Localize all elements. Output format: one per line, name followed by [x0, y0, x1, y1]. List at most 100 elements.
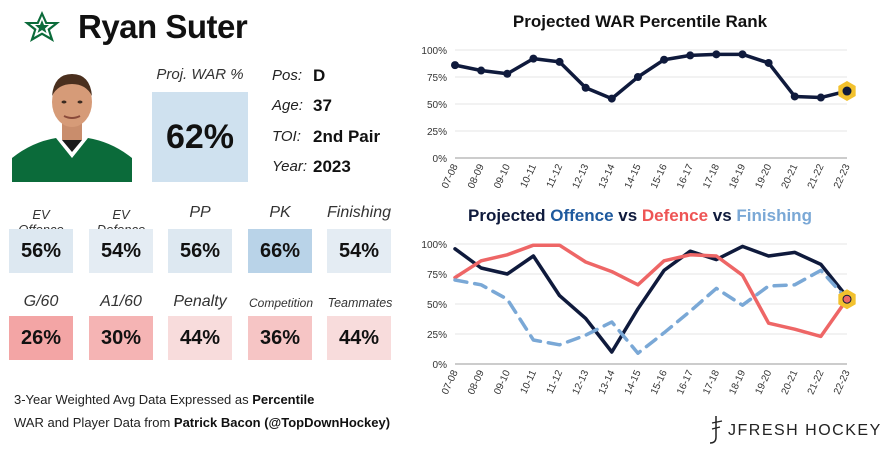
- data-point: [607, 94, 616, 103]
- x-tick-label: 16-17: [675, 162, 696, 190]
- data-point: [451, 61, 459, 70]
- toi-value: 2nd Pair: [313, 127, 381, 146]
- footer-line-1: 3-Year Weighted Avg Data Expressed as Pe…: [14, 392, 314, 407]
- highlight-point: [842, 86, 852, 96]
- year-label: Year:: [272, 158, 308, 175]
- y-tick-label: 100%: [421, 46, 447, 57]
- chart2-title-part: Defence: [641, 206, 709, 225]
- x-tick-label: 22-23: [832, 368, 853, 396]
- x-tick-label: 19-20: [754, 162, 775, 190]
- team-logo: [20, 10, 64, 49]
- x-tick-label: 17-18: [701, 162, 722, 190]
- highlight-point: [843, 295, 851, 303]
- stat-label: G/60: [23, 293, 59, 310]
- x-tick-label: 16-17: [675, 368, 696, 396]
- y-tick-label: 0%: [433, 154, 448, 165]
- x-tick-label: 15-16: [649, 162, 670, 190]
- series-line-war: [453, 52, 849, 101]
- series-line-defence: [453, 243, 849, 339]
- x-tick-label: 19-20: [754, 368, 775, 396]
- x-tick-label: 11-12: [545, 162, 566, 190]
- data-point: [790, 92, 799, 101]
- x-tick-label: 13-14: [597, 162, 618, 190]
- stat-box: 44%: [327, 316, 391, 360]
- stat-label: Penalty: [173, 293, 227, 310]
- offence-defence-finishing-chart: 0% 25% 50% 75% 100% 07-08 08-09 09-10 10-11 11-12…: [421, 240, 856, 396]
- stat-box: 56%: [9, 229, 73, 273]
- stat-label: PK: [269, 204, 291, 221]
- x-tick-label: 07-08: [440, 368, 461, 396]
- proj-war-label: Proj. WAR %: [156, 66, 244, 83]
- data-point: [660, 55, 669, 64]
- data-point: [503, 69, 512, 78]
- x-tick-label: 17-18: [701, 368, 722, 396]
- x-tick-label: 08-09: [466, 162, 487, 190]
- stat-label: PP: [189, 204, 211, 221]
- footer-line-1-text: 3-Year Weighted Avg Data Expressed as: [14, 392, 253, 407]
- x-tick-label: 09-10: [492, 162, 513, 190]
- x-tick-label: 20-21: [780, 368, 801, 396]
- star-logo-icon: [24, 11, 60, 42]
- y-tick-label: 0%: [433, 360, 448, 371]
- x-tick-label: 14-15: [623, 162, 644, 190]
- toi-label: TOI:: [272, 128, 301, 145]
- player-photo: [12, 66, 132, 182]
- data-point: [581, 83, 590, 92]
- y-tick-label: 100%: [421, 240, 447, 251]
- chart2-title: Projected Offence vs Defence vs Finishin…: [420, 206, 860, 226]
- x-tick-label: 12-13: [571, 368, 592, 396]
- y-tick-label: 75%: [427, 73, 447, 84]
- x-tick-label: 22-23: [832, 162, 853, 190]
- data-point: [686, 51, 695, 60]
- data-point: [816, 93, 825, 102]
- brand-name: JFRESH HOCKEY: [728, 422, 882, 439]
- pos-label: Pos:: [272, 67, 303, 84]
- x-tick-label: 10-11: [519, 162, 540, 190]
- y-tick-label: 25%: [427, 330, 447, 341]
- x-tick-label: 13-14: [597, 368, 618, 396]
- series-line-offence: [453, 244, 849, 354]
- stat-box: 54%: [327, 229, 391, 273]
- x-tick-label: 07-08: [440, 162, 461, 190]
- x-tick-label: 09-10: [492, 368, 513, 396]
- x-tick-label: 21-22: [806, 162, 827, 190]
- y-tick-label: 75%: [427, 270, 447, 281]
- series-line-finishing: [453, 268, 849, 355]
- stat-box: 56%: [168, 229, 232, 273]
- y-tick-label: 50%: [427, 300, 447, 311]
- pos-value: D: [313, 66, 326, 85]
- jfresh-logo-icon: [709, 416, 723, 444]
- data-point: [633, 73, 642, 81]
- stat-box: 36%: [248, 316, 312, 360]
- data-point: [738, 50, 747, 59]
- year-value: 2023: [313, 157, 351, 176]
- age-label: Age:: [272, 97, 303, 114]
- chart2-title-part: Finishing: [736, 206, 812, 225]
- stat-label: A1/60: [100, 293, 142, 310]
- x-tick-label: 12-13: [571, 162, 592, 190]
- x-tick-label: 21-22: [806, 368, 827, 396]
- stat-box: 44%: [168, 316, 232, 360]
- footer-line-1-bold: Percentile: [252, 392, 315, 407]
- age-value: 37: [313, 96, 332, 115]
- chart1-title: Projected WAR Percentile Rank: [512, 12, 768, 31]
- stat-box: 54%: [89, 229, 153, 273]
- x-tick-label: 18-19: [727, 368, 748, 396]
- y-tick-label: 25%: [427, 127, 447, 138]
- stat-label: Competition: [248, 296, 314, 310]
- chart2-title-part: Projected: [468, 206, 551, 225]
- data-point: [477, 66, 486, 75]
- brand-logo: [706, 415, 724, 450]
- stat-label: Teammates: [327, 296, 393, 310]
- x-tick-label: 08-09: [466, 368, 487, 396]
- player-name: Ryan Suter: [78, 8, 248, 45]
- data-point: [555, 57, 564, 66]
- footer-line-2-bold: Patrick Bacon (@TopDownHockey): [173, 415, 391, 430]
- stat-label: Finishing: [326, 204, 392, 221]
- x-tick-label: 20-21: [780, 162, 801, 190]
- war-percentile-chart: 0% 25% 50% 75% 100% 07-08 08-09 09-10 10-11 11-12…: [421, 46, 856, 190]
- footer-line-2-text: WAR and Player Data from: [14, 415, 174, 430]
- footer-line-2: WAR and Player Data from Patrick Bacon (…: [14, 415, 390, 430]
- data-point: [764, 58, 773, 67]
- chart2-title-part: vs: [613, 206, 642, 225]
